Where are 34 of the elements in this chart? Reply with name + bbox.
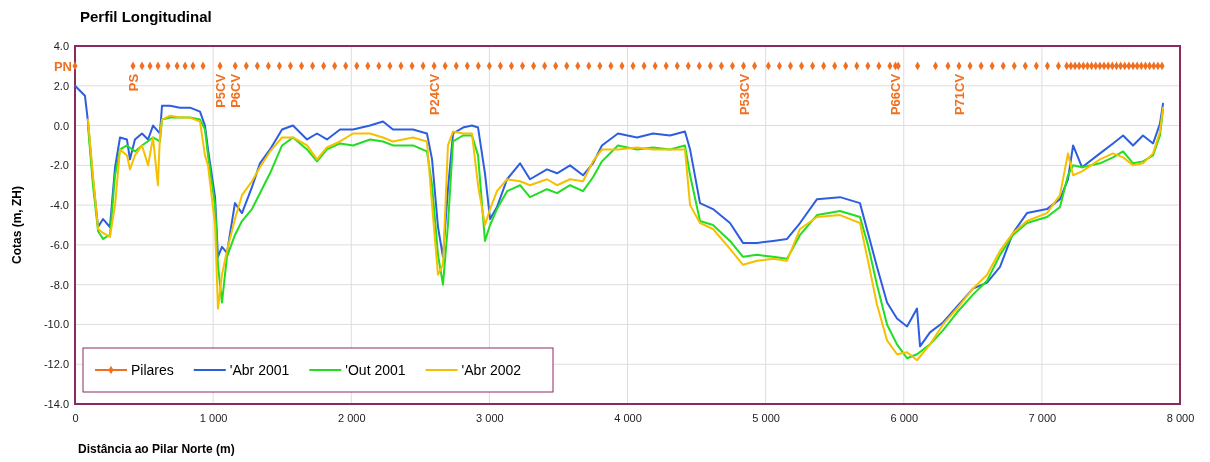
y-axis-title: Cotas (m, ZH): [10, 186, 24, 264]
y-tick-label: -2.0: [50, 159, 69, 172]
x-tick-label: 7 000: [1028, 411, 1057, 424]
x-tick-label: 4 000: [614, 411, 642, 424]
y-tick-label: -14.0: [43, 398, 69, 411]
y-tick-label: 0.0: [53, 119, 69, 132]
annotation: P71CV: [952, 73, 967, 116]
x-axis-title: Distância ao Pilar Norte (m): [78, 442, 235, 456]
annotation: P5CV: [213, 73, 229, 108]
y-tick-label: -4.0: [50, 199, 69, 212]
annotation: PN: [53, 58, 72, 74]
y-tick-label: -6.0: [50, 238, 69, 251]
legend-label: 'Abr 2002: [461, 362, 522, 378]
annotation: PS: [126, 73, 142, 92]
y-tick-label: -12.0: [43, 358, 69, 371]
chart-title: Perfil Longitudinal: [80, 8, 212, 25]
legend-label: Pilares: [131, 362, 174, 378]
y-tick-label: -10.0: [43, 318, 69, 331]
annotation: P66CV: [888, 73, 904, 116]
x-tick-label: 1 000: [199, 411, 228, 424]
y-tick-label: 2.0: [53, 79, 69, 92]
x-tick-label: 0: [72, 411, 79, 424]
annotation: P6CV: [228, 73, 244, 108]
x-tick-label: 8 000: [1166, 411, 1195, 424]
x-tick-label: 5 000: [752, 411, 780, 424]
annotation: P24CV: [427, 73, 443, 116]
y-tick-label: -8.0: [50, 278, 69, 291]
y-tick-label: 4.0: [53, 40, 69, 53]
x-tick-label: 3 000: [476, 411, 504, 424]
legend-label: 'Out 2001: [345, 362, 406, 378]
x-tick-label: 2 000: [337, 411, 366, 424]
legend-label: 'Abr 2001: [229, 362, 290, 378]
annotation: P53CV: [736, 73, 752, 116]
x-tick-label: 6 000: [890, 411, 919, 424]
